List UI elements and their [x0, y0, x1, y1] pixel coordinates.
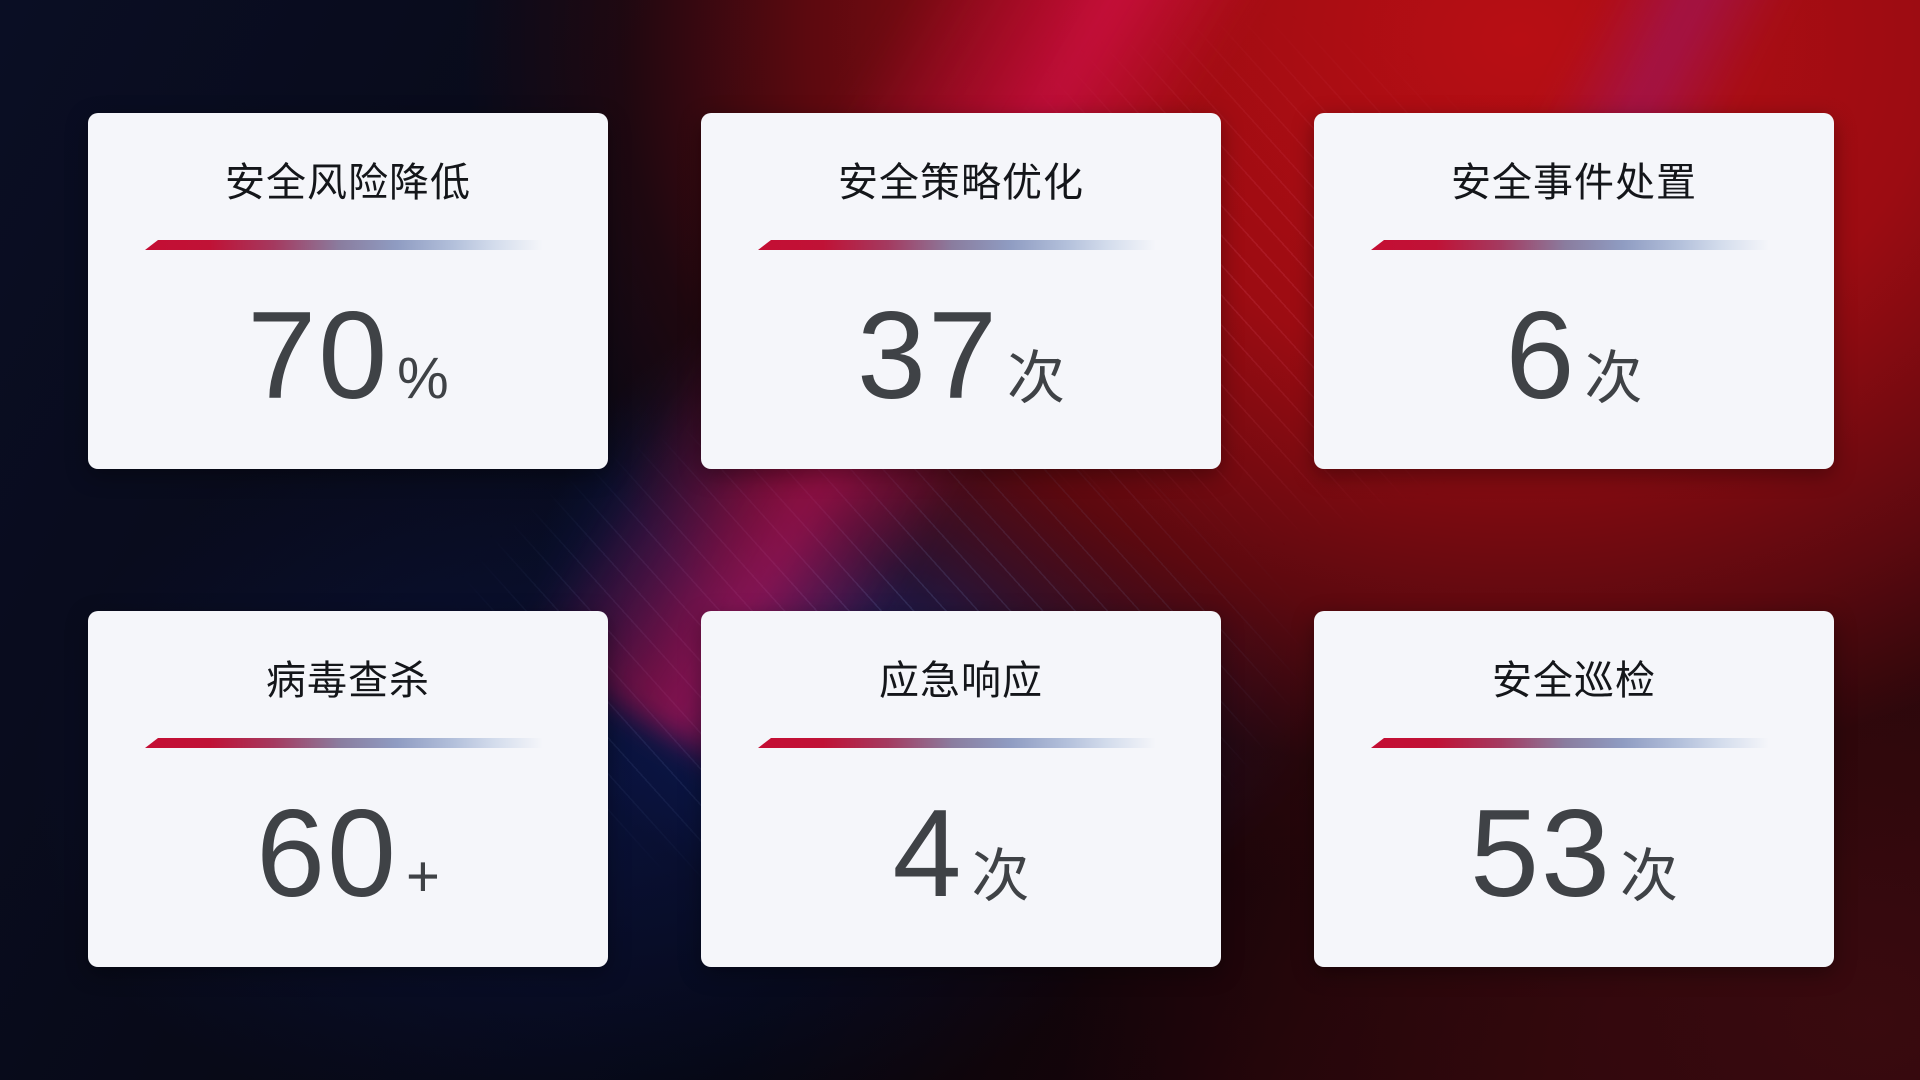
stat-card-policy-optimization: 安全策略优化 37 次 — [701, 113, 1221, 469]
card-unit: % — [397, 346, 449, 411]
card-unit: 次 — [1006, 346, 1065, 411]
card-value: 53 — [1470, 785, 1612, 923]
card-value-row: 60 + — [88, 792, 608, 916]
card-title: 病毒查杀 — [266, 659, 430, 703]
card-title: 应急响应 — [879, 659, 1043, 703]
card-value-row: 6 次 — [1314, 294, 1834, 418]
card-unit: 次 — [1584, 346, 1643, 411]
card-value-row: 4 次 — [701, 792, 1221, 916]
card-unit: + — [406, 844, 440, 909]
divider-line — [758, 738, 1164, 748]
card-unit: 次 — [1619, 844, 1678, 909]
stat-card-emergency-response: 应急响应 4 次 — [701, 611, 1221, 967]
card-title: 安全巡检 — [1492, 659, 1656, 703]
card-title: 安全事件处置 — [1451, 161, 1697, 205]
card-title: 安全策略优化 — [838, 161, 1084, 205]
card-value-row: 53 次 — [1314, 792, 1834, 916]
card-value: 60 — [256, 785, 399, 923]
stat-card-risk-reduction: 安全风险降低 70 % — [88, 113, 608, 469]
card-unit: 次 — [971, 844, 1030, 909]
card-value: 6 — [1505, 287, 1577, 425]
divider-line — [758, 240, 1164, 250]
stat-card-security-inspection: 安全巡检 53 次 — [1314, 611, 1834, 967]
stat-card-incident-handling: 安全事件处置 6 次 — [1314, 113, 1834, 469]
divider-line — [1371, 240, 1777, 250]
divider-line — [1371, 738, 1777, 748]
card-value: 4 — [892, 785, 964, 923]
card-value-row: 37 次 — [701, 294, 1221, 418]
divider-line — [145, 240, 551, 250]
stat-card-virus-scan: 病毒查杀 60 + — [88, 611, 608, 967]
card-value: 70 — [247, 287, 390, 425]
card-title: 安全风险降低 — [225, 161, 471, 205]
card-value-row: 70 % — [88, 294, 608, 418]
divider-line — [145, 738, 551, 748]
card-value: 37 — [857, 287, 999, 425]
